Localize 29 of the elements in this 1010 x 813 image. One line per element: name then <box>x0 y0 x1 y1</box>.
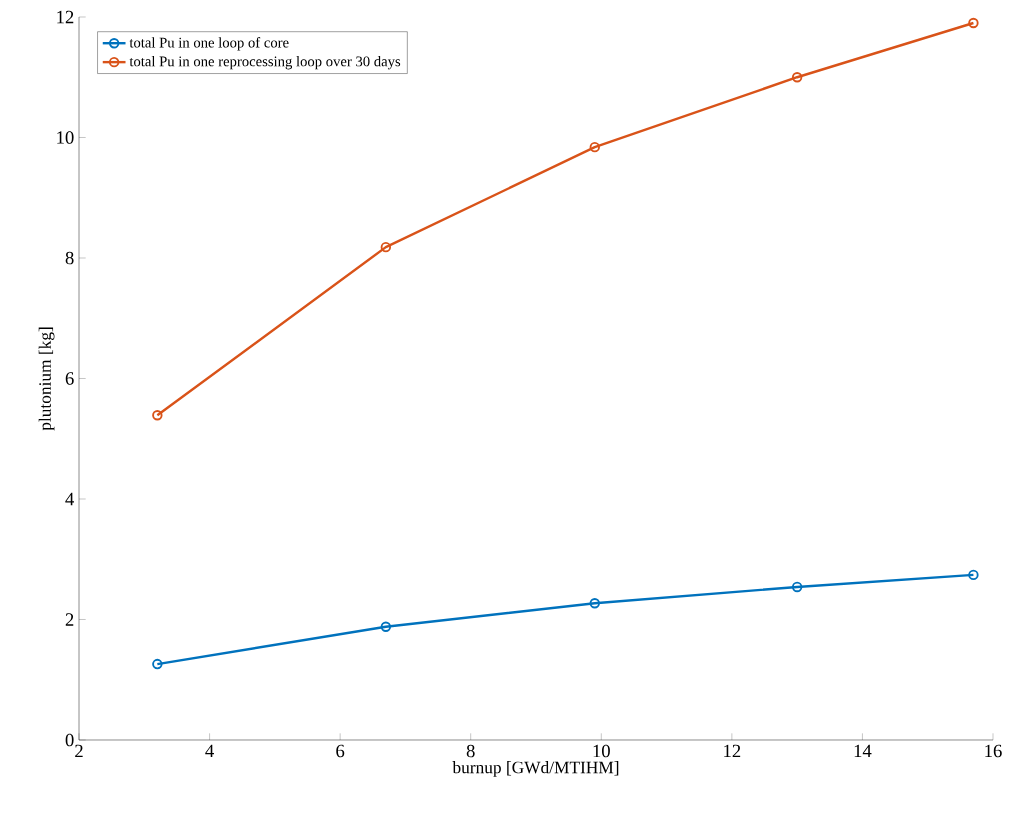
x-tick-label: 16 <box>985 744 1002 758</box>
point <box>152 658 163 670</box>
y-axis-title: plutonium [kg] <box>38 327 55 431</box>
point <box>380 241 392 253</box>
point <box>968 17 979 29</box>
point <box>791 72 803 83</box>
y-tick-label: 12 <box>57 10 74 24</box>
x-tick-label: 8 <box>466 744 475 758</box>
x-tick-label: 12 <box>724 744 741 758</box>
x-tick-label: 6 <box>336 744 345 758</box>
legend-label: total Pu in one loop of core <box>129 37 289 51</box>
point <box>380 621 392 632</box>
x-tick-label: 2 <box>75 744 83 758</box>
y-tick-label: 8 <box>65 251 74 265</box>
x-tick-label: 14 <box>854 744 872 758</box>
point <box>968 569 979 581</box>
y-tick-label: 2 <box>65 613 74 626</box>
point <box>152 410 163 421</box>
y-tick-label: 10 <box>57 131 74 144</box>
point <box>589 141 600 153</box>
legend-label: total Pu in one reprocessing loop over 30 days <box>129 56 401 70</box>
y-tick-label: 4 <box>65 492 75 506</box>
x-tick-label: 4 <box>205 744 214 757</box>
y-tick-label: 6 <box>65 372 74 385</box>
x-axis-title: burnup [GWd/MTIHM] <box>452 761 619 777</box>
x-tick-label: 10 <box>593 744 610 758</box>
point <box>791 581 803 593</box>
point <box>589 598 600 609</box>
y-tick-label: 0 <box>65 733 74 747</box>
